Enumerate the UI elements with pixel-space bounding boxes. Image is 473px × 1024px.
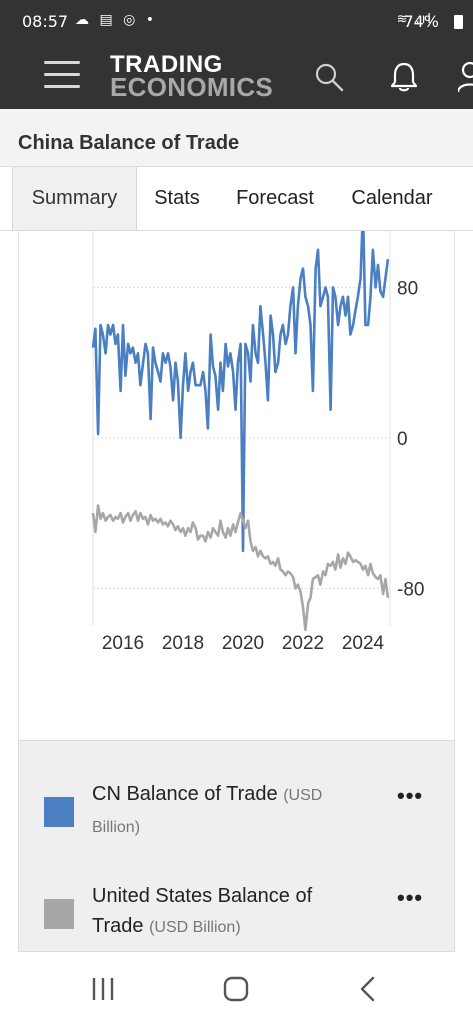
search-icon[interactable] bbox=[314, 62, 344, 92]
logo[interactable]: TRADING ECONOMICS bbox=[110, 51, 274, 102]
notification-icons: ☁ ▤ ◎ • bbox=[75, 12, 158, 28]
legend-unit-us: (USD Billion) bbox=[149, 919, 241, 936]
status-bar: 08:57 ☁ ▤ ◎ • ≋ .ıl 74% bbox=[0, 0, 473, 44]
trade-balance-chart[interactable]: 80 0 -80 2016 2018 2020 2022 2024 bbox=[19, 231, 454, 741]
x-tick-label: 2016 bbox=[102, 633, 144, 654]
tab-stats[interactable]: Stats bbox=[154, 187, 200, 209]
legend-label-us: United States Balance of Trade (USD Bill… bbox=[92, 881, 362, 943]
y-tick-label: 80 bbox=[397, 278, 418, 299]
page-title-bar: China Balance of Trade bbox=[0, 109, 473, 167]
tab-bar: Summary Stats Forecast Calendar bbox=[0, 167, 473, 231]
y-tick-label: -80 bbox=[397, 579, 424, 600]
battery-icon bbox=[454, 15, 463, 29]
legend-swatch-cn bbox=[44, 797, 74, 827]
x-tick-label: 2024 bbox=[342, 633, 385, 654]
legend-swatch-us bbox=[44, 899, 74, 929]
x-tick-label: 2022 bbox=[282, 633, 324, 654]
legend-menu-cn[interactable]: ••• bbox=[397, 783, 424, 808]
x-tick-label: 2020 bbox=[222, 633, 264, 654]
legend-menu-us[interactable]: ••• bbox=[397, 885, 424, 910]
x-tick-label: 2018 bbox=[162, 633, 204, 654]
system-nav-bar bbox=[0, 952, 473, 1024]
tab-calendar[interactable]: Calendar bbox=[351, 187, 433, 209]
user-icon[interactable] bbox=[458, 60, 473, 94]
legend-label-cn: CN Balance of Trade (USD Billion) bbox=[92, 779, 362, 843]
recent-apps-icon[interactable] bbox=[83, 974, 123, 1004]
tab-forecast[interactable]: Forecast bbox=[236, 187, 314, 209]
status-time: 08:57 bbox=[22, 12, 69, 31]
legend-item-us[interactable]: United States Balance of Trade (USD Bill… bbox=[19, 881, 454, 951]
legend-name-cn: CN Balance of Trade bbox=[92, 783, 278, 805]
logo-line-2: ECONOMICS bbox=[110, 72, 274, 102]
series-line-cn bbox=[91, 231, 390, 553]
logo-line-1: TRADING bbox=[110, 51, 223, 78]
legend-name-us: United States Balance of Trade bbox=[92, 885, 313, 937]
legend-unit-cn: (USD Billion) bbox=[92, 787, 323, 836]
back-icon[interactable] bbox=[348, 974, 388, 1004]
signal-icons: ≋ .ıl bbox=[396, 12, 433, 27]
tab-summary[interactable]: Summary bbox=[12, 167, 137, 230]
chart-legend: CN Balance of Trade (USD Billion) ••• Un… bbox=[18, 740, 455, 952]
app-header: TRADING ECONOMICS bbox=[0, 44, 473, 109]
y-tick-label: 0 bbox=[397, 429, 408, 450]
menu-icon[interactable] bbox=[44, 59, 80, 89]
series-line-us bbox=[91, 504, 390, 632]
bell-icon[interactable] bbox=[388, 60, 420, 94]
legend-item-cn[interactable]: CN Balance of Trade (USD Billion) ••• bbox=[19, 779, 454, 849]
page-title: China Balance of Trade bbox=[18, 132, 240, 154]
home-icon[interactable] bbox=[216, 974, 256, 1004]
battery-level: 74% bbox=[403, 12, 439, 31]
